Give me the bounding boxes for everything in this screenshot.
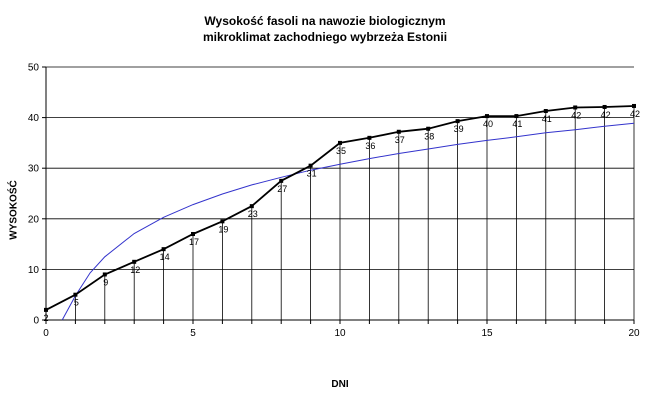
data-point-14 — [455, 119, 460, 124]
data-point-2 — [102, 272, 107, 277]
data-point-0 — [44, 307, 48, 312]
y-tick-label-30: 30 — [28, 164, 40, 175]
x-tick-label-10: 10 — [334, 328, 346, 339]
data-label-4: 14 — [160, 252, 170, 262]
data-point-4 — [161, 247, 166, 252]
data-label-18: 42 — [571, 110, 581, 120]
y-tick-label-40: 40 — [28, 113, 40, 124]
x-tick-label-20: 20 — [628, 328, 640, 339]
data-label-11: 36 — [365, 141, 375, 151]
data-label-5: 17 — [189, 237, 199, 247]
data-point-19 — [602, 104, 607, 109]
data-point-16 — [514, 114, 519, 119]
data-label-15: 40 — [483, 119, 493, 129]
data-label-14: 39 — [454, 124, 464, 134]
data-label-1: 5 — [74, 298, 79, 308]
y-tick-label-20: 20 — [28, 214, 40, 225]
data-point-9 — [308, 163, 313, 168]
data-point-1 — [73, 292, 78, 297]
y-tick-label-50: 50 — [28, 63, 40, 74]
data-point-12 — [396, 129, 401, 134]
data-point-11 — [367, 135, 372, 140]
data-point-7 — [249, 204, 254, 209]
trendline — [61, 122, 635, 321]
x-tick-label-5: 5 — [190, 328, 196, 339]
data-point-20 — [632, 103, 636, 108]
data-point-8 — [279, 178, 284, 183]
data-label-3: 12 — [130, 265, 140, 275]
data-point-5 — [191, 231, 195, 236]
data-point-18 — [573, 105, 578, 110]
data-label-0: 2 — [43, 313, 48, 323]
data-label-12: 37 — [395, 135, 405, 145]
data-point-15 — [485, 114, 489, 119]
x-tick-label-15: 15 — [481, 328, 493, 339]
data-label-8: 27 — [277, 184, 287, 194]
x-axis-title: DNI — [331, 379, 349, 390]
data-point-6 — [220, 219, 225, 224]
data-point-17 — [543, 109, 548, 114]
chart-subtitle: mikroklimat zachodniego wybrzeża Estonii — [202, 30, 448, 44]
data-label-16: 41 — [512, 119, 522, 129]
data-label-13: 38 — [424, 132, 434, 142]
data-label-19: 42 — [601, 110, 611, 120]
data-label-9: 31 — [307, 169, 317, 179]
chart-title: Wysokość fasoli na nawozie biologicznym — [204, 14, 446, 28]
data-label-2: 9 — [103, 277, 108, 287]
data-label-7: 23 — [248, 209, 258, 219]
data-point-3 — [132, 259, 137, 264]
y-tick-label-10: 10 — [28, 265, 40, 276]
data-label-20: 42 — [630, 109, 640, 119]
data-label-17: 41 — [542, 114, 552, 124]
y-tick-label-0: 0 — [33, 316, 39, 327]
data-label-6: 19 — [218, 224, 228, 234]
data-point-13 — [426, 126, 431, 131]
data-point-10 — [338, 140, 342, 145]
x-tick-label-0: 0 — [43, 328, 49, 339]
data-label-10: 35 — [336, 146, 346, 156]
